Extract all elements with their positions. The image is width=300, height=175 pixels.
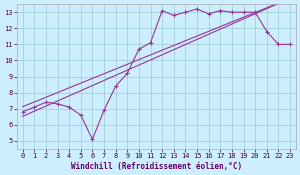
- X-axis label: Windchill (Refroidissement éolien,°C): Windchill (Refroidissement éolien,°C): [71, 162, 242, 171]
